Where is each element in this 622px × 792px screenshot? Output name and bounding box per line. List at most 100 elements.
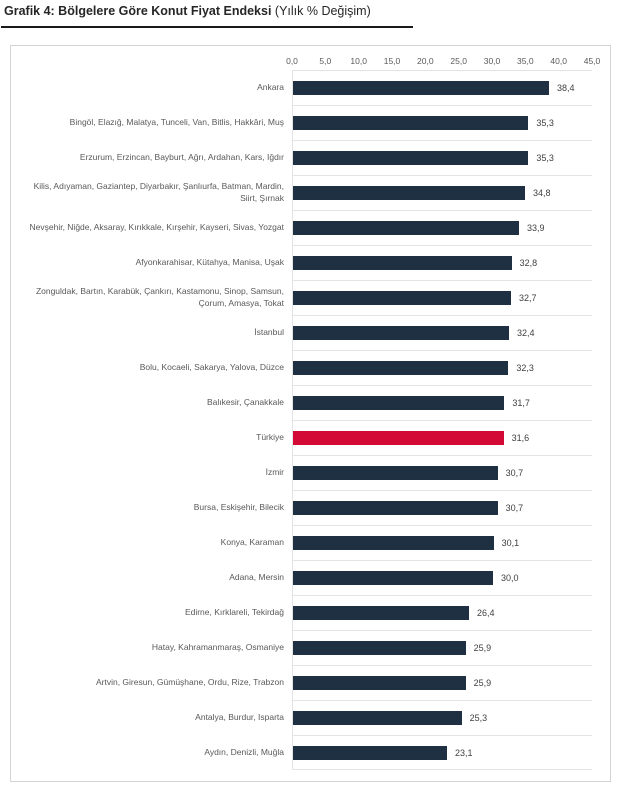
x-axis-tick-label: 35,0 <box>517 56 534 66</box>
category-label: Adana, Mersin <box>229 571 284 582</box>
bar-row: Konya, Karaman 30,1 <box>11 525 610 560</box>
chart-title-main: Grafik 4: Bölgelere Göre Konut Fiyat End… <box>4 4 272 18</box>
bar-row: Hatay, Kahramanmaraş, Osmaniye 25,9 <box>11 630 610 665</box>
bar-row: Kilis, Adıyaman, Gaziantep, Diyarbakır, … <box>11 175 610 210</box>
value-label: 31,6 <box>511 433 530 443</box>
x-axis-tick-label: 40,0 <box>550 56 567 66</box>
value-label: 32,3 <box>516 363 534 373</box>
category-label: Zonguldak, Bartın, Karabük, Çankırı, Kas… <box>35 286 284 308</box>
bar <box>293 536 494 550</box>
bar-plot-cell: 32,4 <box>292 315 592 350</box>
category-label: Bursa, Eskişehir, Bilecik <box>193 501 284 512</box>
category-label: Nevşehir, Niğde, Aksaray, Kırıkkale, Kır… <box>29 221 285 232</box>
bar-row: Adana, Mersin 30,0 <box>11 560 610 595</box>
bar <box>293 256 512 270</box>
value-label: 32,4 <box>517 328 535 338</box>
category-label: Türkiye <box>256 431 284 442</box>
bar-plot-cell: 31,7 <box>292 385 592 420</box>
bar-row: İzmir 30,7 <box>11 455 610 490</box>
bar <box>293 606 469 620</box>
bar <box>293 116 529 130</box>
bar <box>293 501 498 515</box>
value-label: 26,4 <box>477 608 495 618</box>
bar-row: Bingöl, Elazığ, Malatya, Tunceli, Van, B… <box>11 105 610 140</box>
value-label: 34,8 <box>533 188 551 198</box>
bar <box>293 291 511 305</box>
x-axis-tick-label: 0,0 <box>286 56 298 66</box>
bar-plot-cell: 25,9 <box>292 630 592 665</box>
category-label: Hatay, Kahramanmaraş, Osmaniye <box>151 641 284 652</box>
value-label: 32,8 <box>519 258 538 268</box>
category-label: İstanbul <box>254 326 284 337</box>
x-axis: 0,0 5,0 10,0 15,0 20,0 25,0 30,0 35,0 40,0 45,0 <box>286 46 600 70</box>
chart-panel: 0,0 5,0 10,0 15,0 20,0 25,0 30,0 35,0 40,0 45,0 A… <box>10 45 611 782</box>
chart-title-subtitle: (Yılık % Değişim) <box>271 4 371 18</box>
bar-plot-cell: 30,7 <box>292 490 592 525</box>
category-label: Bolu, Kocaeli, Sakarya, Yalova, Düzce <box>139 361 284 372</box>
bar-row: Bursa, Eskişehir, Bilecik 30,7 <box>11 490 610 525</box>
x-axis-tick-label: 45,0 <box>583 56 601 66</box>
bar-row: Afyonkarahisar, Kütahya, Manisa, Uşak 32,… <box>11 245 610 280</box>
category-label: Antalya, Burdur, Isparta <box>195 711 284 722</box>
bar-row: Bolu, Kocaeli, Sakarya, Yalova, Düzce 32,… <box>11 350 610 385</box>
x-axis-tick-label: 15,0 <box>383 56 401 66</box>
category-label: Aydın, Denizli, Muğla <box>204 746 284 757</box>
value-label: 31,7 <box>512 398 530 408</box>
bar-plot-cell: 30,7 <box>292 455 592 490</box>
bar <box>293 81 549 95</box>
bar-row: Ankara 38,4 <box>11 70 610 105</box>
bar-plot-cell: 32,8 <box>292 245 592 280</box>
bar-plot-cell: 35,3 <box>292 105 592 140</box>
category-label: Konya, Karaman <box>220 536 284 547</box>
value-label: 23,1 <box>455 747 473 758</box>
bar-plot-cell: 34,8 <box>292 175 592 210</box>
category-label: Erzurum, Erzincan, Bayburt, Ağrı, Ardaha… <box>79 151 284 162</box>
value-label: 33,9 <box>527 223 545 233</box>
value-label: 25,9 <box>473 678 492 688</box>
bar-row: Artvin, Giresun, Gümüşhane, Ordu, Rize, … <box>11 665 610 700</box>
bar-plot-cell: 23,1 <box>292 735 592 770</box>
x-axis-tick-label: 5,0 <box>319 56 332 66</box>
bar <box>293 466 498 480</box>
bar-plot-cell: 35,3 <box>292 140 592 175</box>
bar-plot-cell: 25,3 <box>292 700 592 735</box>
bar <box>293 151 529 165</box>
bar <box>293 745 447 760</box>
chart-title: Grafik 4: Bölgelere Göre Konut Fiyat End… <box>4 4 371 18</box>
bar-highlight <box>293 431 504 445</box>
category-label: Balıkesir, Çanakkale <box>206 396 284 407</box>
bar-row: Antalya, Burdur, Isparta 25,3 <box>11 700 610 735</box>
bar-row: Edirne, Kırklareli, Tekirdağ 26,4 <box>11 595 610 630</box>
bar <box>293 676 466 690</box>
category-label: Bingöl, Elazığ, Malatya, Tunceli, Van, B… <box>69 116 284 127</box>
category-label: Edirne, Kırklareli, Tekirdağ <box>184 606 284 617</box>
bar <box>293 396 505 410</box>
value-label: 35,3 <box>536 118 554 128</box>
bar-row: Aydın, Denizli, Muğla 23,1 <box>11 735 610 770</box>
bar-plot-cell: 33,9 <box>292 210 592 245</box>
bar-row: Türkiye 31,6 <box>11 420 610 455</box>
category-label: İzmir <box>265 466 284 477</box>
bar-plot-cell: 38,4 <box>292 70 592 105</box>
bar <box>293 326 509 340</box>
value-label: 25,3 <box>469 713 488 723</box>
category-label: Afyonkarahisar, Kütahya, Manisa, Uşak <box>135 256 284 267</box>
value-label: 32,7 <box>519 293 537 303</box>
bar-row: Erzurum, Erzincan, Bayburt, Ağrı, Ardaha… <box>11 140 610 175</box>
value-label: 30,7 <box>505 468 524 478</box>
bar-row: Zonguldak, Bartın, Karabük, Çankırı, Kas… <box>11 280 610 315</box>
bar-rows: Ankara 38,4 Bingöl, Elazığ, Malatya, Tunce… <box>11 70 610 770</box>
value-label: 35,3 <box>536 153 554 163</box>
bar-plot-cell: 25,9 <box>292 665 592 700</box>
bar <box>293 186 525 200</box>
value-label: 25,9 <box>473 643 492 653</box>
bar-row: İstanbul 32,4 <box>11 315 610 350</box>
value-label: 30,7 <box>505 503 524 513</box>
bar-plot-cell: 30,0 <box>292 560 592 595</box>
x-axis-tick-label: 10,0 <box>350 56 367 66</box>
category-label: Kilis, Adıyaman, Gaziantep, Diyarbakır, … <box>33 181 284 203</box>
bar <box>293 221 519 235</box>
bar-row: Balıkesir, Çanakkale 31,7 <box>11 385 610 420</box>
bar <box>293 361 509 375</box>
